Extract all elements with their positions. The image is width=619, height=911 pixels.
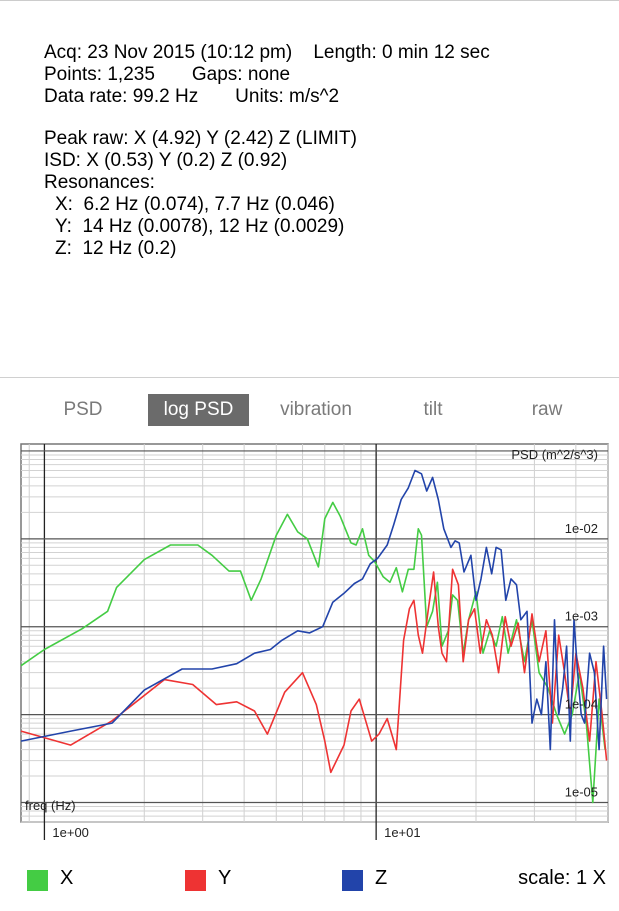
x-tick-label: 1e+01 (384, 825, 421, 840)
tab-tilt[interactable]: tilt (423, 399, 443, 420)
tab-psd[interactable]: PSD (63, 399, 103, 420)
legend: X Y Z scale: 1 X (0, 864, 619, 896)
legend-label-y: Y (218, 867, 232, 889)
scale-toggle[interactable]: scale: 1 X (518, 867, 606, 889)
legend-label-x: X (60, 867, 74, 889)
y-tick-label: 1e-03 (565, 609, 598, 624)
rate-text: Data rate: 99.2 Hz (44, 86, 199, 107)
units-text: Units: m/s^2 (235, 86, 340, 107)
series-line-z (20, 469, 608, 751)
gaps-text: Gaps: none (191, 64, 291, 85)
plot-frame (20, 443, 609, 823)
minor-grid (21, 444, 609, 823)
peak-text: Peak raw: X (4.92) Y (2.42) Z (LIMIT) (44, 128, 357, 149)
resonances-title: Resonances: (44, 172, 155, 193)
info-row-3: Data rate: 99.2 Hz Units: m/s^2 (44, 86, 490, 108)
isd-text: ISD: X (0.53) Y (0.2) Z (0.92) (44, 150, 288, 171)
resonance-y: Y: 14 Hz (0.0078), 12 Hz (0.0029) (55, 216, 345, 237)
length-text: Length: 0 min 12 sec (313, 42, 490, 63)
psd-chart: 1e-02 1e-03 1e-04 1e-05 1e+00 1e+01 PSD (m^2/… (20, 443, 609, 840)
resonance-x: X: 6.2 Hz (0.074), 7.7 Hz (0.046) (55, 194, 335, 215)
x-axis-title: freq (Hz) (25, 798, 76, 813)
resonance-z: Z: 12 Hz (0.2) (55, 238, 177, 259)
tab-bar: PSD log PSD vibration tilt raw (0, 394, 619, 426)
tab-log-psd[interactable]: log PSD (148, 394, 249, 426)
x-tick-label: 1e+00 (52, 825, 89, 840)
acq-text: Acq: 23 Nov 2015 (10:12 pm) (44, 42, 293, 63)
info-row-2: Points: 1,235 Gaps: none (44, 64, 490, 86)
y-tick-label: 1e-04 (565, 697, 598, 712)
legend-label-z: Z (375, 867, 388, 889)
info-row-1: Acq: 23 Nov 2015 (10:12 pm) Length: 0 mi… (44, 42, 490, 64)
legend-swatch-y (185, 870, 206, 891)
legend-swatch-z (342, 870, 363, 891)
series-line-y (20, 568, 608, 774)
series-layer (20, 469, 608, 804)
acquisition-info: Acq: 23 Nov 2015 (10:12 pm) Length: 0 mi… (44, 42, 490, 260)
y-tick-label: 1e-02 (565, 521, 598, 536)
tab-raw[interactable]: raw (531, 399, 563, 420)
top-border (0, 0, 619, 1)
divider (0, 377, 619, 378)
y-axis-title: PSD (m^2/s^3) (511, 447, 598, 462)
tick-layer: 1e-02 1e-03 1e-04 1e-05 1e+00 1e+01 (43, 521, 598, 840)
tab-vibration[interactable]: vibration (280, 399, 352, 420)
y-tick-label: 1e-05 (565, 785, 598, 800)
legend-swatch-x (27, 870, 48, 891)
points-text: Points: 1,235 (44, 64, 155, 85)
